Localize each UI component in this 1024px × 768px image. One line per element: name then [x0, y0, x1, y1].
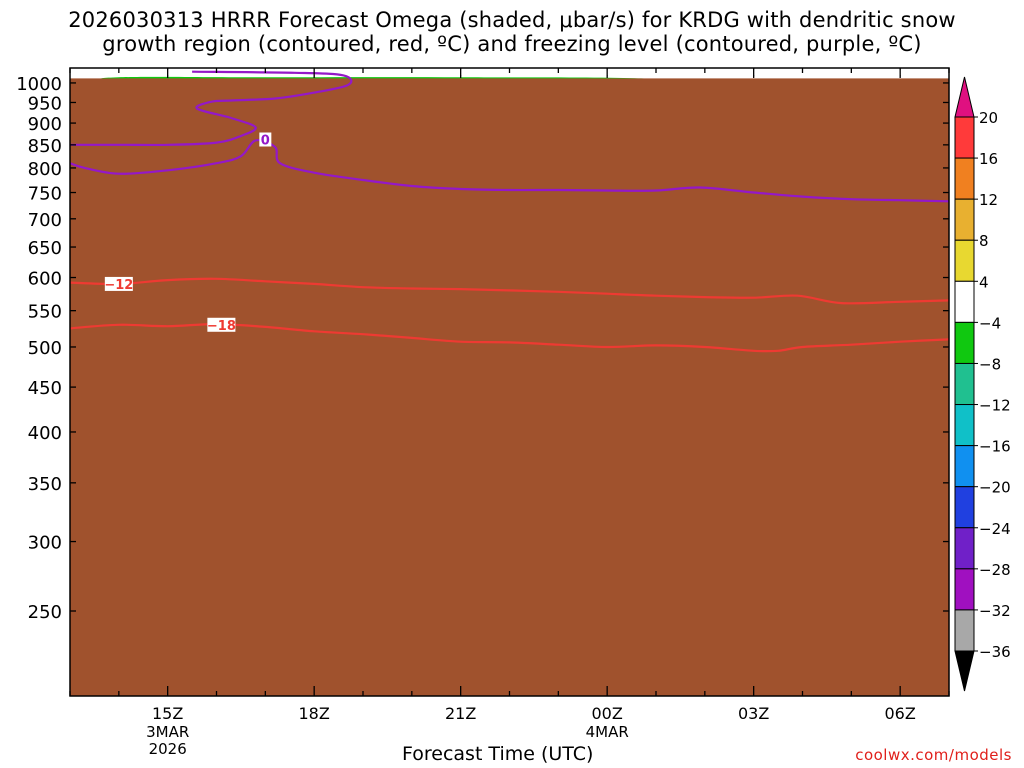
colorbar-bin-2 — [954, 198, 975, 241]
dgz-12C-label-bg — [104, 276, 133, 291]
colorbar-bin-4 — [954, 280, 975, 323]
colorbar-bin-8 — [954, 445, 975, 488]
y-tick-label-400: 400 — [28, 423, 62, 444]
x-tick-label-21Z: 21Z — [445, 704, 476, 723]
y-tick-label-550: 550 — [28, 302, 62, 323]
surface-ground-bar — [70, 78, 949, 696]
y-tick-label-650: 650 — [28, 238, 62, 259]
y-tick-label-700: 700 — [28, 210, 62, 231]
y-tick-label-500: 500 — [28, 338, 62, 359]
dgz-18C-label-bg — [207, 317, 236, 332]
x-tick-label-18Z: 18Z — [299, 704, 330, 723]
colorbar-bin-3 — [954, 239, 975, 282]
colorbar-bin-6 — [954, 362, 975, 406]
colorbar-label-5: −4 — [979, 314, 1001, 332]
y-tick-label-800: 800 — [28, 159, 62, 180]
dgz-18C-label: −18 — [207, 319, 236, 334]
colorbar-label-2: 12 — [979, 191, 998, 209]
y-tick-label-1000: 1000 — [16, 74, 62, 95]
y-tick-label-600: 600 — [28, 269, 62, 290]
watermark: coolwx.com/models — [855, 746, 1012, 764]
colorbar-label-8: −16 — [979, 438, 1011, 456]
x-axis-label: Forecast Time (UTC) — [402, 743, 594, 765]
colorbar-bin-10 — [954, 527, 975, 570]
y-tick-label-250: 250 — [28, 602, 62, 623]
colorbar-label-4: 4 — [979, 273, 989, 291]
colorbar-bin-7 — [954, 404, 975, 447]
x-tick-label-06Z: 06Z — [885, 704, 916, 723]
colorbar-bin-9 — [954, 486, 975, 529]
colorbar-label-1: 16 — [979, 150, 998, 168]
contour-lines: −18 −12 0 — [70, 70, 949, 353]
x-tick-label-15Z: 15Z — [152, 704, 183, 723]
colorbar-bin-1 — [954, 157, 975, 200]
colorbar-label-6: −8 — [979, 355, 1001, 373]
colorbar-label-3: 8 — [979, 232, 989, 250]
plot-area: −18 −12 0 — [70, 68, 949, 696]
freezing-level-label-bg — [259, 132, 272, 147]
freezing-level-label: 0 — [261, 134, 270, 149]
colorbar-bin-11 — [954, 568, 975, 611]
colorbar-label-7: −12 — [979, 397, 1011, 415]
x-tick-label-00Z: 00Z — [592, 704, 623, 723]
title-line-2: growth region (contoured, red, ºC) and f… — [102, 32, 922, 56]
x-tick-label-03Z: 03Z — [738, 704, 769, 723]
title-line-1: 2026030313 HRRR Forecast Omega (shaded, … — [68, 8, 956, 32]
colorbar-bin-5 — [954, 321, 975, 364]
y-tick-label-750: 750 — [28, 184, 62, 205]
colorbar: 20 16 12 8 4 −4 −8 −12 −16 −20 −24 −28 −32 −36 — [954, 76, 1011, 692]
y-tick-label-850: 850 — [28, 136, 62, 157]
colorbar-bin-12 — [954, 609, 975, 652]
chart-title: 2026030313 HRRR Forecast Omega (shaded, … — [0, 8, 1024, 56]
y-axis: 2503003504004505005506006507007508008509… — [16, 74, 949, 623]
colorbar-label-0: 20 — [979, 109, 998, 127]
x-tick-sublabel-4MAR: 4MAR — [586, 723, 629, 741]
y-tick-label-900: 900 — [28, 114, 62, 135]
colorbar-label-9: −20 — [979, 479, 1011, 497]
colorbar-under-arrow — [954, 650, 975, 692]
freezing-level-lower-line — [70, 70, 353, 147]
colorbar-label-13: −36 — [979, 643, 1011, 661]
colorbar-label-10: −24 — [979, 520, 1011, 538]
colorbar-over-arrow — [954, 76, 975, 118]
colorbar-label-12: −32 — [979, 602, 1011, 620]
y-tick-label-300: 300 — [28, 533, 62, 554]
dgz-12C-line — [70, 277, 949, 305]
x-tick-sublabel-3MAR: 3MAR — [146, 723, 189, 741]
freezing-level-line — [70, 139, 949, 203]
x-tick-sublabel-2026: 2026 — [149, 740, 187, 758]
y-tick-label-350: 350 — [28, 474, 62, 495]
colorbar-bin-0 — [954, 116, 975, 159]
y-tick-label-950: 950 — [28, 93, 62, 114]
colorbar-label-11: −28 — [979, 561, 1011, 579]
y-tick-label-450: 450 — [28, 378, 62, 399]
dgz-12C-label: −12 — [104, 278, 133, 293]
